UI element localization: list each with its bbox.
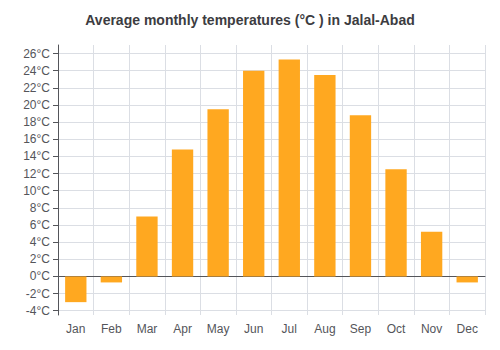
svg-text:-2°C: -2°C [26, 287, 50, 301]
svg-text:Aug: Aug [314, 322, 335, 336]
svg-text:10°C: 10°C [23, 184, 50, 198]
svg-text:18°C: 18°C [23, 115, 50, 129]
svg-text:Jul: Jul [282, 322, 297, 336]
svg-text:May: May [207, 322, 230, 336]
svg-text:Sep: Sep [350, 322, 372, 336]
svg-text:14°C: 14°C [23, 149, 50, 163]
svg-text:16°C: 16°C [23, 132, 50, 146]
svg-text:24°C: 24°C [23, 64, 50, 78]
svg-text:Nov: Nov [421, 322, 442, 336]
svg-text:6°C: 6°C [30, 218, 50, 232]
svg-text:4°C: 4°C [30, 235, 50, 249]
svg-text:-4°C: -4°C [26, 304, 50, 318]
svg-text:Feb: Feb [101, 322, 122, 336]
svg-text:26°C: 26°C [23, 47, 50, 61]
svg-text:0°C: 0°C [30, 269, 50, 283]
svg-text:Jan: Jan [66, 322, 85, 336]
svg-text:2°C: 2°C [30, 252, 50, 266]
svg-text:12°C: 12°C [23, 167, 50, 181]
svg-text:20°C: 20°C [23, 98, 50, 112]
svg-text:Jun: Jun [244, 322, 263, 336]
svg-text:Average monthly temperatures (: Average monthly temperatures (°C ) in Ja… [85, 12, 415, 28]
svg-text:Apr: Apr [173, 322, 192, 336]
svg-text:22°C: 22°C [23, 81, 50, 95]
svg-text:Oct: Oct [387, 322, 406, 336]
svg-text:8°C: 8°C [30, 201, 50, 215]
svg-text:Mar: Mar [137, 322, 158, 336]
svg-text:Dec: Dec [457, 322, 478, 336]
